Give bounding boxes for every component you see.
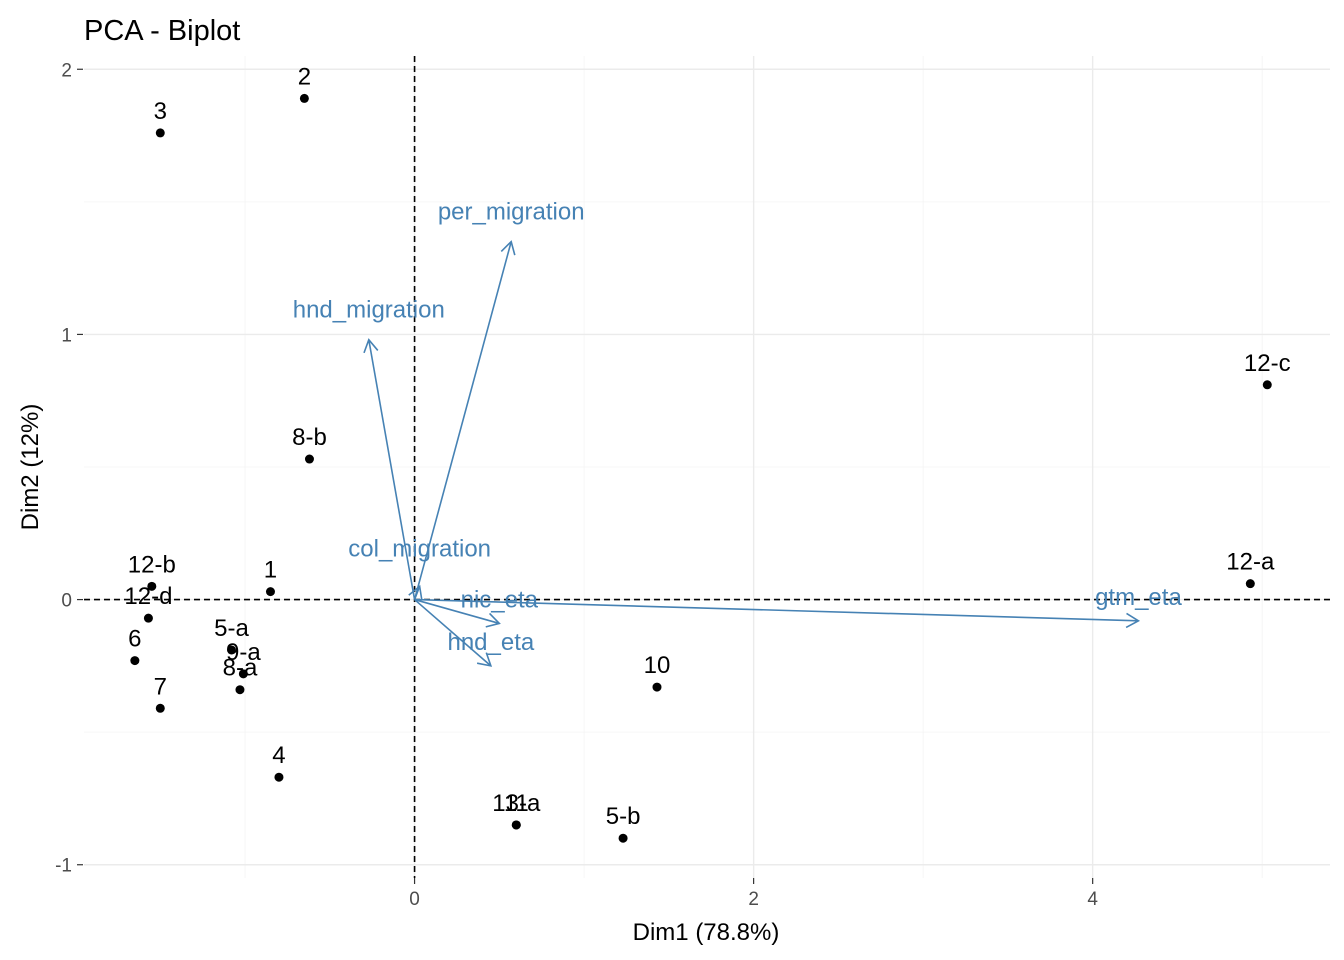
individual-point — [130, 656, 140, 666]
individual-label: 6 — [128, 626, 141, 653]
grid-lines — [84, 56, 1330, 878]
individual-label: 12-c — [1244, 350, 1291, 377]
variable-arrowhead — [1125, 612, 1141, 629]
individual-point — [238, 669, 248, 679]
individual-point — [511, 820, 521, 830]
individual-label: 5-b — [606, 803, 641, 830]
x-axis-title: Dim1 (78.8%) — [633, 919, 780, 946]
individual-point — [143, 613, 153, 623]
variable-arrowhead — [500, 240, 516, 256]
variable-arrow — [413, 241, 512, 600]
individual-label: 10 — [644, 652, 671, 679]
y-tick-label: 0 — [61, 591, 72, 612]
variable-arrow — [413, 586, 421, 600]
individual-point — [226, 645, 236, 655]
y-tick-label: -1 — [55, 856, 72, 877]
variable-label: hnd_migration — [293, 297, 445, 324]
y-tick-label: 2 — [61, 60, 72, 81]
reference-lines — [84, 56, 1330, 878]
individual-point — [265, 587, 275, 597]
variable-label: nic_eta — [461, 586, 539, 613]
individual-label: 12-b — [128, 551, 176, 578]
individual-point — [1245, 579, 1255, 589]
variable-arrowhead — [363, 338, 379, 354]
variable-arrows: per_migration hnd_migration col_migrationn… — [293, 199, 1182, 667]
individual-point — [304, 454, 314, 464]
variable-arrow — [414, 598, 1139, 622]
individual-point — [155, 128, 165, 138]
x-tick-label: 4 — [1087, 889, 1098, 910]
individual-point — [155, 703, 165, 713]
individual-point — [147, 581, 157, 591]
x-tick-label: 0 — [409, 889, 420, 910]
individual-label: 8-b — [292, 424, 327, 451]
individual-label: 3 — [154, 98, 167, 125]
individual-label: 13-a — [492, 790, 541, 817]
variable-arrow — [368, 339, 416, 600]
chart-title: PCA - Biplot — [84, 15, 240, 47]
variable-arrow — [414, 598, 492, 667]
individual-point — [299, 93, 309, 103]
variable-arrow — [414, 598, 500, 625]
variable-label: per_migration — [438, 199, 585, 226]
individual-point — [1262, 380, 1272, 390]
variable-arrowhead — [476, 652, 493, 667]
individual-label: 9-a — [226, 639, 261, 666]
y-axis-title: Dim2 (12%) — [17, 404, 44, 531]
individual-label: 7 — [154, 673, 167, 700]
variable-label: hnd_eta — [447, 629, 534, 656]
individual-point — [274, 772, 284, 782]
variable-arrowhead — [485, 612, 501, 628]
y-tick-label: 1 — [61, 325, 72, 346]
individual-label: 11 — [504, 790, 529, 817]
individual-label: 4 — [272, 742, 285, 769]
variable-label: col_migration — [348, 535, 491, 562]
individual-label: 8-a — [223, 655, 258, 682]
individual-label: 2 — [298, 63, 311, 90]
individual-label: 12-a — [1226, 549, 1275, 576]
individual-point — [652, 682, 662, 692]
individual-point — [235, 685, 245, 695]
individual-label: 12-d — [124, 583, 172, 610]
individual-point — [618, 833, 628, 843]
individual-label: 5-a — [214, 615, 249, 642]
x-tick-label: 2 — [748, 889, 759, 910]
variable-arrowhead — [408, 584, 423, 601]
individual-label: 1 — [264, 557, 277, 584]
axes: 0 2 4 -1 0 1 2 — [55, 60, 1098, 910]
variable-label: gtm_eta — [1095, 584, 1182, 611]
